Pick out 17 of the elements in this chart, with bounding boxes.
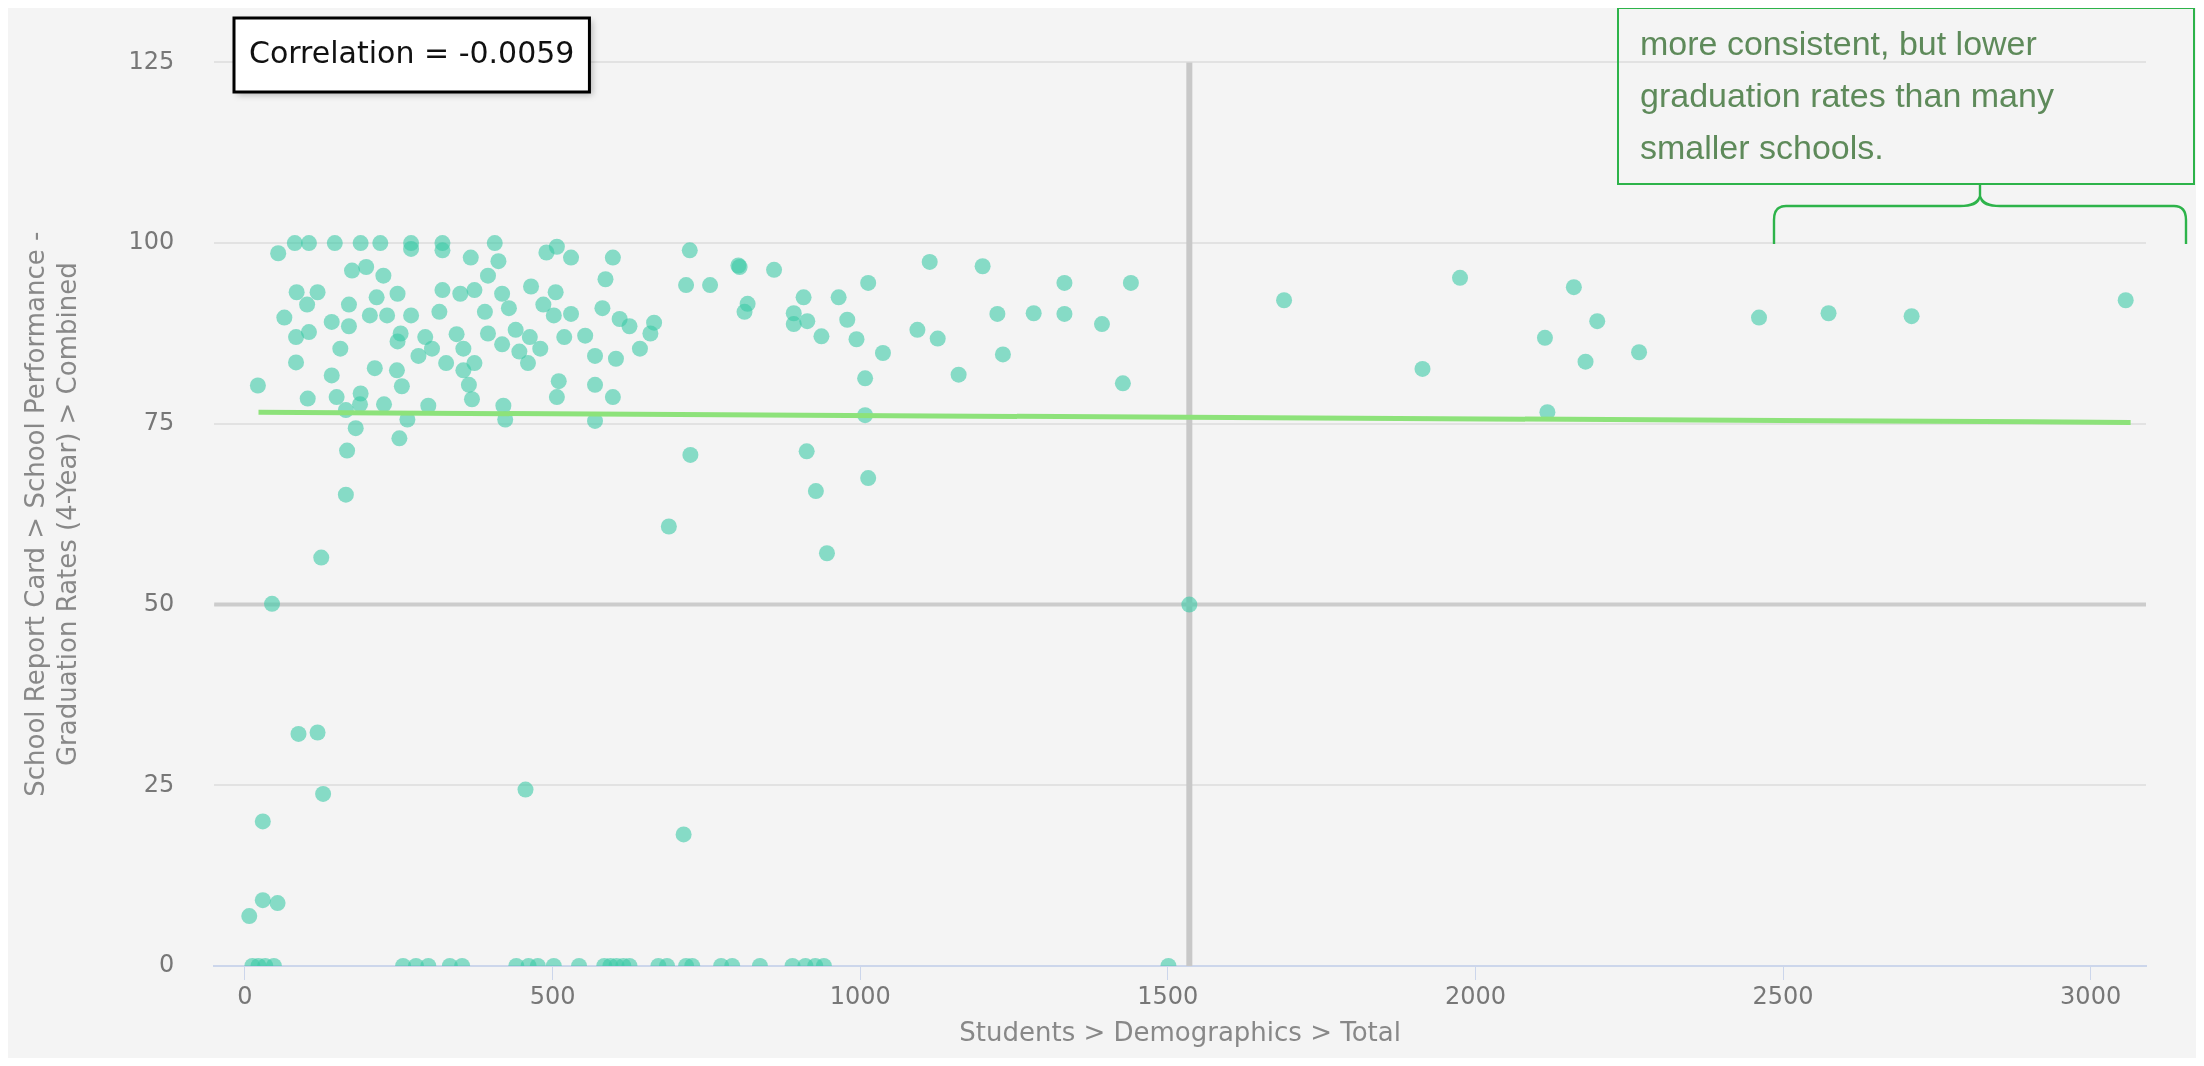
x-tick-label: 2000 — [1444, 981, 1506, 1010]
x-tick-label: 500 — [529, 981, 576, 1010]
y-tick-label: 50 — [143, 588, 175, 617]
y-tick-label: 125 — [128, 46, 175, 75]
x-tick-label: 2500 — [1752, 981, 1814, 1010]
y-tick-label: 25 — [143, 769, 175, 798]
annotation: more consistent, but lower graduation rates than many smaller schools. — [1640, 24, 2054, 167]
x-axis-title: Students > Demographics > Total — [959, 1017, 1401, 1048]
x-tick-label: 1000 — [829, 981, 891, 1010]
x-tick-label: 3000 — [2060, 981, 2122, 1010]
x-tick-label: 0 — [237, 981, 253, 1010]
x-tick-label: 1500 — [1137, 981, 1199, 1010]
y-tick-label: 0 — [158, 950, 175, 979]
annotation: Correlation = -0.0059 — [249, 34, 575, 70]
y-tick-label: 100 — [128, 227, 175, 256]
y-axis-title: School Report Card > School Performance - Graduation Rates (4-Year) > Combined — [20, 231, 82, 797]
y-tick-label: 75 — [143, 408, 175, 437]
